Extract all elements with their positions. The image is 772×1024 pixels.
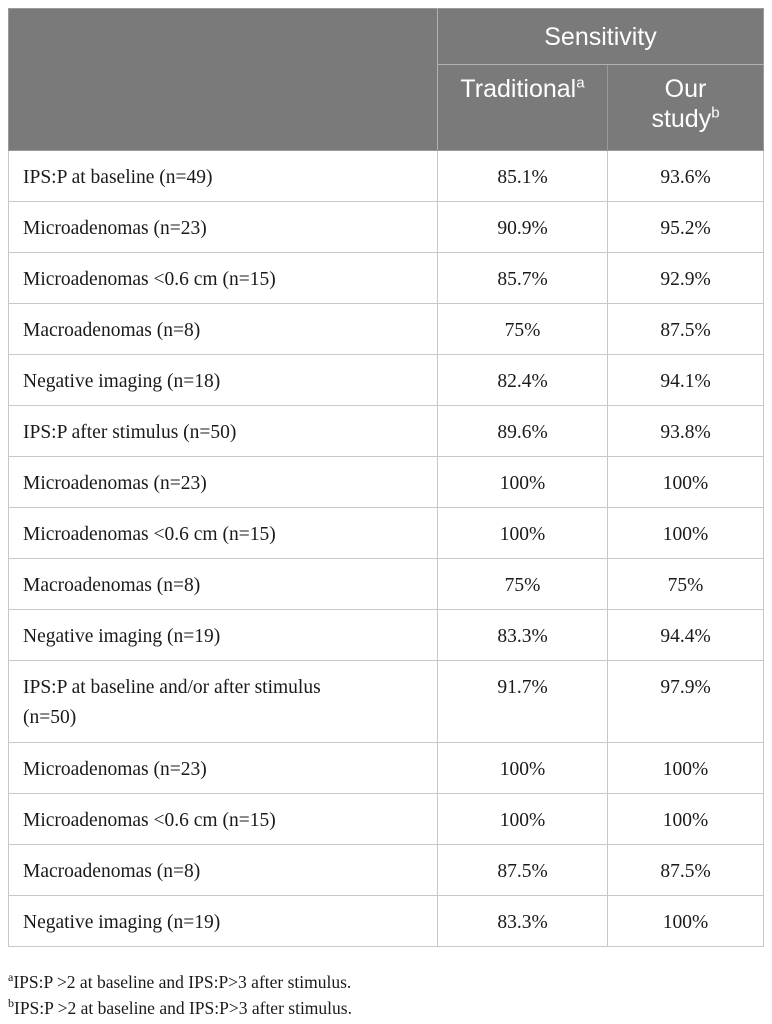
our-study-value: 87.5% (606, 844, 765, 896)
table-row: Microadenomas (n=23) 100% 100% (8, 742, 765, 794)
row-label: IPS:P at baseline (n=49) (8, 150, 438, 202)
row-label: Microadenomas (n=23) (8, 201, 438, 253)
row-label: Macroadenomas (n=8) (8, 303, 438, 355)
row-label: Macroadenomas (n=8) (8, 558, 438, 610)
header-traditional-label: Traditional (460, 75, 577, 103)
traditional-value: 85.1% (437, 150, 608, 202)
row-label: Microadenomas <0.6 cm (n=15) (8, 793, 438, 845)
table-row: Negative imaging (n=19) 83.3% 100% (8, 895, 765, 947)
table-row: Microadenomas (n=23) 90.9% 95.2% (8, 201, 765, 253)
row-label-line2: (n=50) (23, 707, 77, 728)
table-row: Microadenomas <0.6 cm (n=15) 85.7% 92.9% (8, 252, 765, 304)
header-traditional: Traditionala (437, 64, 608, 151)
footnote-marker: a (8, 970, 14, 985)
header-our-study-marker: b (711, 104, 720, 122)
table-row: Negative imaging (n=19) 83.3% 94.4% (8, 609, 765, 661)
traditional-value: 82.4% (437, 354, 608, 406)
row-label: Microadenomas (n=23) (8, 456, 438, 508)
traditional-value: 83.3% (437, 609, 608, 661)
table-row: Microadenomas <0.6 cm (n=15) 100% 100% (8, 793, 765, 845)
table-body: IPS:P at baseline (n=49) 85.1% 93.6% Mic… (8, 150, 765, 947)
our-study-value: 94.4% (606, 609, 765, 661)
traditional-value: 100% (437, 507, 608, 559)
header-sensitivity: Sensitivity (436, 8, 765, 65)
footnote-text: IPS:P >2 at baseline and IPS:P>3 after s… (14, 998, 352, 1018)
traditional-value: 89.6% (437, 405, 608, 457)
our-study-value: 100% (606, 793, 765, 845)
table-header: Sensitivity Traditionala Our studyb (8, 8, 765, 151)
our-study-value: 97.9% (606, 660, 765, 743)
row-label: Negative imaging (n=19) (8, 609, 438, 661)
row-label: Macroadenomas (n=8) (8, 844, 438, 896)
our-study-value: 95.2% (606, 201, 765, 253)
footnote-text: IPS:P >2 at baseline and IPS:P>3 after s… (13, 972, 352, 992)
traditional-value: 90.9% (437, 201, 608, 253)
our-study-value: 75% (606, 558, 765, 610)
table-row: IPS:P at baseline and/or after stimulus (… (8, 660, 765, 743)
table-row: Microadenomas (n=23) 100% 100% (8, 456, 765, 508)
our-study-value: 100% (606, 742, 765, 794)
traditional-value: 100% (437, 742, 608, 794)
footnote-marker: b (8, 996, 14, 1011)
row-label: Microadenomas <0.6 cm (n=15) (8, 252, 438, 304)
our-study-value: 92.9% (606, 252, 765, 304)
our-study-value: 93.8% (606, 405, 765, 457)
traditional-value: 100% (437, 793, 608, 845)
our-study-value: 100% (606, 507, 765, 559)
row-label: IPS:P after stimulus (n=50) (8, 405, 438, 457)
row-label: Negative imaging (n=18) (8, 354, 438, 406)
header-our-study-line2: study (651, 105, 712, 133)
row-label: IPS:P at baseline and/or after stimulus (… (8, 660, 438, 743)
table-row: Macroadenomas (n=8) 75% 75% (8, 558, 765, 610)
our-study-value: 87.5% (606, 303, 765, 355)
header-our-study: Our studyb (606, 64, 765, 151)
row-label: Microadenomas (n=23) (8, 742, 438, 794)
row-label: Negative imaging (n=19) (8, 895, 438, 947)
table-row: IPS:P at baseline (n=49) 85.1% 93.6% (8, 150, 765, 202)
our-study-value: 93.6% (606, 150, 765, 202)
table-row: Microadenomas <0.6 cm (n=15) 100% 100% (8, 507, 765, 559)
traditional-value: 91.7% (437, 660, 608, 743)
table-footnotes: aIPS:P >2 at baseline and IPS:P>3 after … (8, 969, 763, 1021)
footnote-b: bIPS:P >2 at baseline and IPS:P>3 after … (8, 995, 763, 1021)
our-study-value: 100% (606, 895, 765, 947)
header-traditional-marker: a (576, 74, 585, 92)
row-label-line1: IPS:P at baseline and/or after stimulus (23, 677, 321, 698)
traditional-value: 75% (437, 303, 608, 355)
table-row: Macroadenomas (n=8) 75% 87.5% (8, 303, 765, 355)
our-study-value: 94.1% (606, 354, 765, 406)
table-row: Negative imaging (n=18) 82.4% 94.1% (8, 354, 765, 406)
traditional-value: 83.3% (437, 895, 608, 947)
sensitivity-table-container: Sensitivity Traditionala Our studyb IPS:P… (8, 8, 765, 947)
traditional-value: 100% (437, 456, 608, 508)
table-row: Macroadenomas (n=8) 87.5% 87.5% (8, 844, 765, 896)
traditional-value: 75% (437, 558, 608, 610)
footnote-a: aIPS:P >2 at baseline and IPS:P>3 after … (8, 969, 763, 995)
header-our-study-line1: Our (664, 75, 707, 103)
traditional-value: 85.7% (437, 252, 608, 304)
our-study-value: 100% (606, 456, 765, 508)
header-blank-cell (8, 8, 438, 151)
table-row: IPS:P after stimulus (n=50) 89.6% 93.8% (8, 405, 765, 457)
row-label: Microadenomas <0.6 cm (n=15) (8, 507, 438, 559)
sensitivity-table: Sensitivity Traditionala Our studyb IPS:P… (8, 8, 765, 947)
traditional-value: 87.5% (437, 844, 608, 896)
